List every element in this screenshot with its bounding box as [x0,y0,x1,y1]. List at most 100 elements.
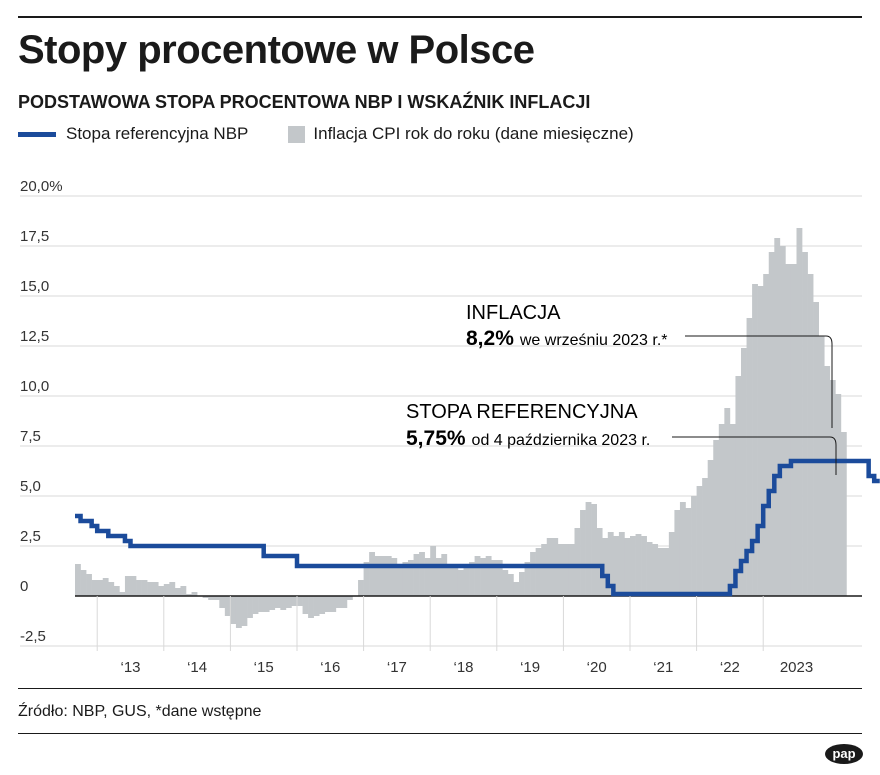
x-tick-label: ‘16 [320,659,340,676]
x-tick-label: ‘13 [120,659,140,676]
cpi-bar [813,302,819,596]
cpi-bar [691,496,697,596]
cpi-bar [796,228,803,596]
cpi-bar [496,560,503,596]
cpi-bar [80,570,87,596]
cpi-bar [779,246,786,596]
rate-annotation-heading: STOPA REFERENCYJNA [406,401,638,423]
cpi-bar [158,586,165,596]
cpi-bar [718,424,725,596]
cpi-bar [186,594,192,596]
cpi-bar [141,580,148,596]
x-tick-label: ‘15 [254,659,274,676]
y-tick-label: 12,5 [20,328,49,345]
cpi-bar [424,558,431,596]
cpi-bar [313,596,320,616]
chart-subtitle: PODSTAWOWA STOPA PROCENTOWA NBP I WSKAŹN… [18,92,591,112]
cpi-bar [668,532,675,596]
cpi-bar [824,366,831,596]
cpi-bar [75,564,81,596]
pap-logo-text: pap [832,746,855,761]
cpi-bar [657,548,664,596]
cpi-bar [530,552,536,596]
x-tick-label: ‘14 [187,659,207,676]
cpi-bar [802,252,808,596]
cpi-bar [574,528,581,596]
x-tick-label: ‘19 [520,659,540,676]
y-tick-label: 2,5 [20,528,41,545]
cpi-bar [174,588,181,596]
rate-leader-line [672,436,837,475]
cpi-bar [635,534,642,596]
x-tick-label: ‘20 [587,659,607,676]
cpi-bar [102,578,109,596]
cpi-bar [630,536,636,596]
cpi-bar [790,264,797,596]
cpi-bar [285,596,292,608]
cpi-bar [563,544,570,596]
cpi-bar [191,592,198,596]
rate-annotation-text: 5,75% od 4 października 2023 r. [406,427,650,450]
cpi-bar [702,478,708,596]
cpi-bar [624,538,631,596]
cpi-bar [641,536,647,596]
cpi-bar [729,424,736,596]
cpi-bar [757,286,764,596]
footer-rule [18,733,862,734]
cpi-bar [613,536,620,596]
cpi-bar [385,556,392,596]
cpi-bar [413,554,420,596]
x-tick-label: ‘22 [720,659,740,676]
cpi-bar [724,408,731,596]
cpi-bar [302,596,309,614]
cpi-bar [585,502,592,596]
legend-cpi-label: Inflacja CPI rok do roku (dane miesięczn… [313,124,634,143]
cpi-bar [696,486,703,596]
cpi-bar [274,596,281,608]
cpi-bar [746,318,753,596]
y-tick-label: 15,0 [20,278,49,295]
cpi-bar [208,596,215,600]
cpi-bar [291,596,298,606]
y-tick-label: 10,0 [20,378,49,395]
x-tick-label: ‘17 [387,659,407,676]
cpi-bar [591,504,597,596]
cpi-bar [457,570,464,596]
cpi-bar [707,460,714,596]
legend-rate-swatch [18,131,56,137]
top-rule [18,16,862,18]
cpi-bar [330,596,337,612]
inflation-leader-line [685,335,833,428]
cpi-bar [136,580,142,596]
cpi-bar [280,596,287,610]
cpi-bar [807,274,814,596]
cpi-bar [247,596,253,618]
cpi-bar [502,570,509,596]
cpi-bar [252,596,259,614]
cpi-bar [480,558,486,596]
cpi-bar [679,502,686,596]
cpi-bar [602,538,609,596]
cpi-bar [219,596,226,608]
cpi-bar [557,544,564,596]
y-tick-label: 7,5 [20,428,41,445]
cpi-bar [469,562,475,596]
cpi-bar [235,596,242,628]
cpi-bar [674,510,681,596]
cpi-bar [513,582,520,596]
cpi-bar [519,572,525,596]
cpi-bar [402,562,409,596]
cpi-bar [441,554,448,596]
cpi-bar [685,508,692,596]
legend-rate-label: Stopa referencyjna NBP [66,124,249,143]
cpi-bar [213,596,220,600]
cpi-bar [369,552,375,596]
source-note: Źródło: NBP, GUS, *dane wstępne [18,703,262,720]
cpi-bar [108,582,115,596]
cpi-bar [463,564,470,596]
cpi-bar [435,558,442,596]
cpi-bar [752,284,758,596]
cpi-bar [535,548,542,596]
cpi-bar [568,544,575,596]
chart-plot: 20,0% 17,5 15,0 12,5 10,0 7,5 5,0 2,5 0 -2,5 ‘13 ‘… [20,178,880,676]
